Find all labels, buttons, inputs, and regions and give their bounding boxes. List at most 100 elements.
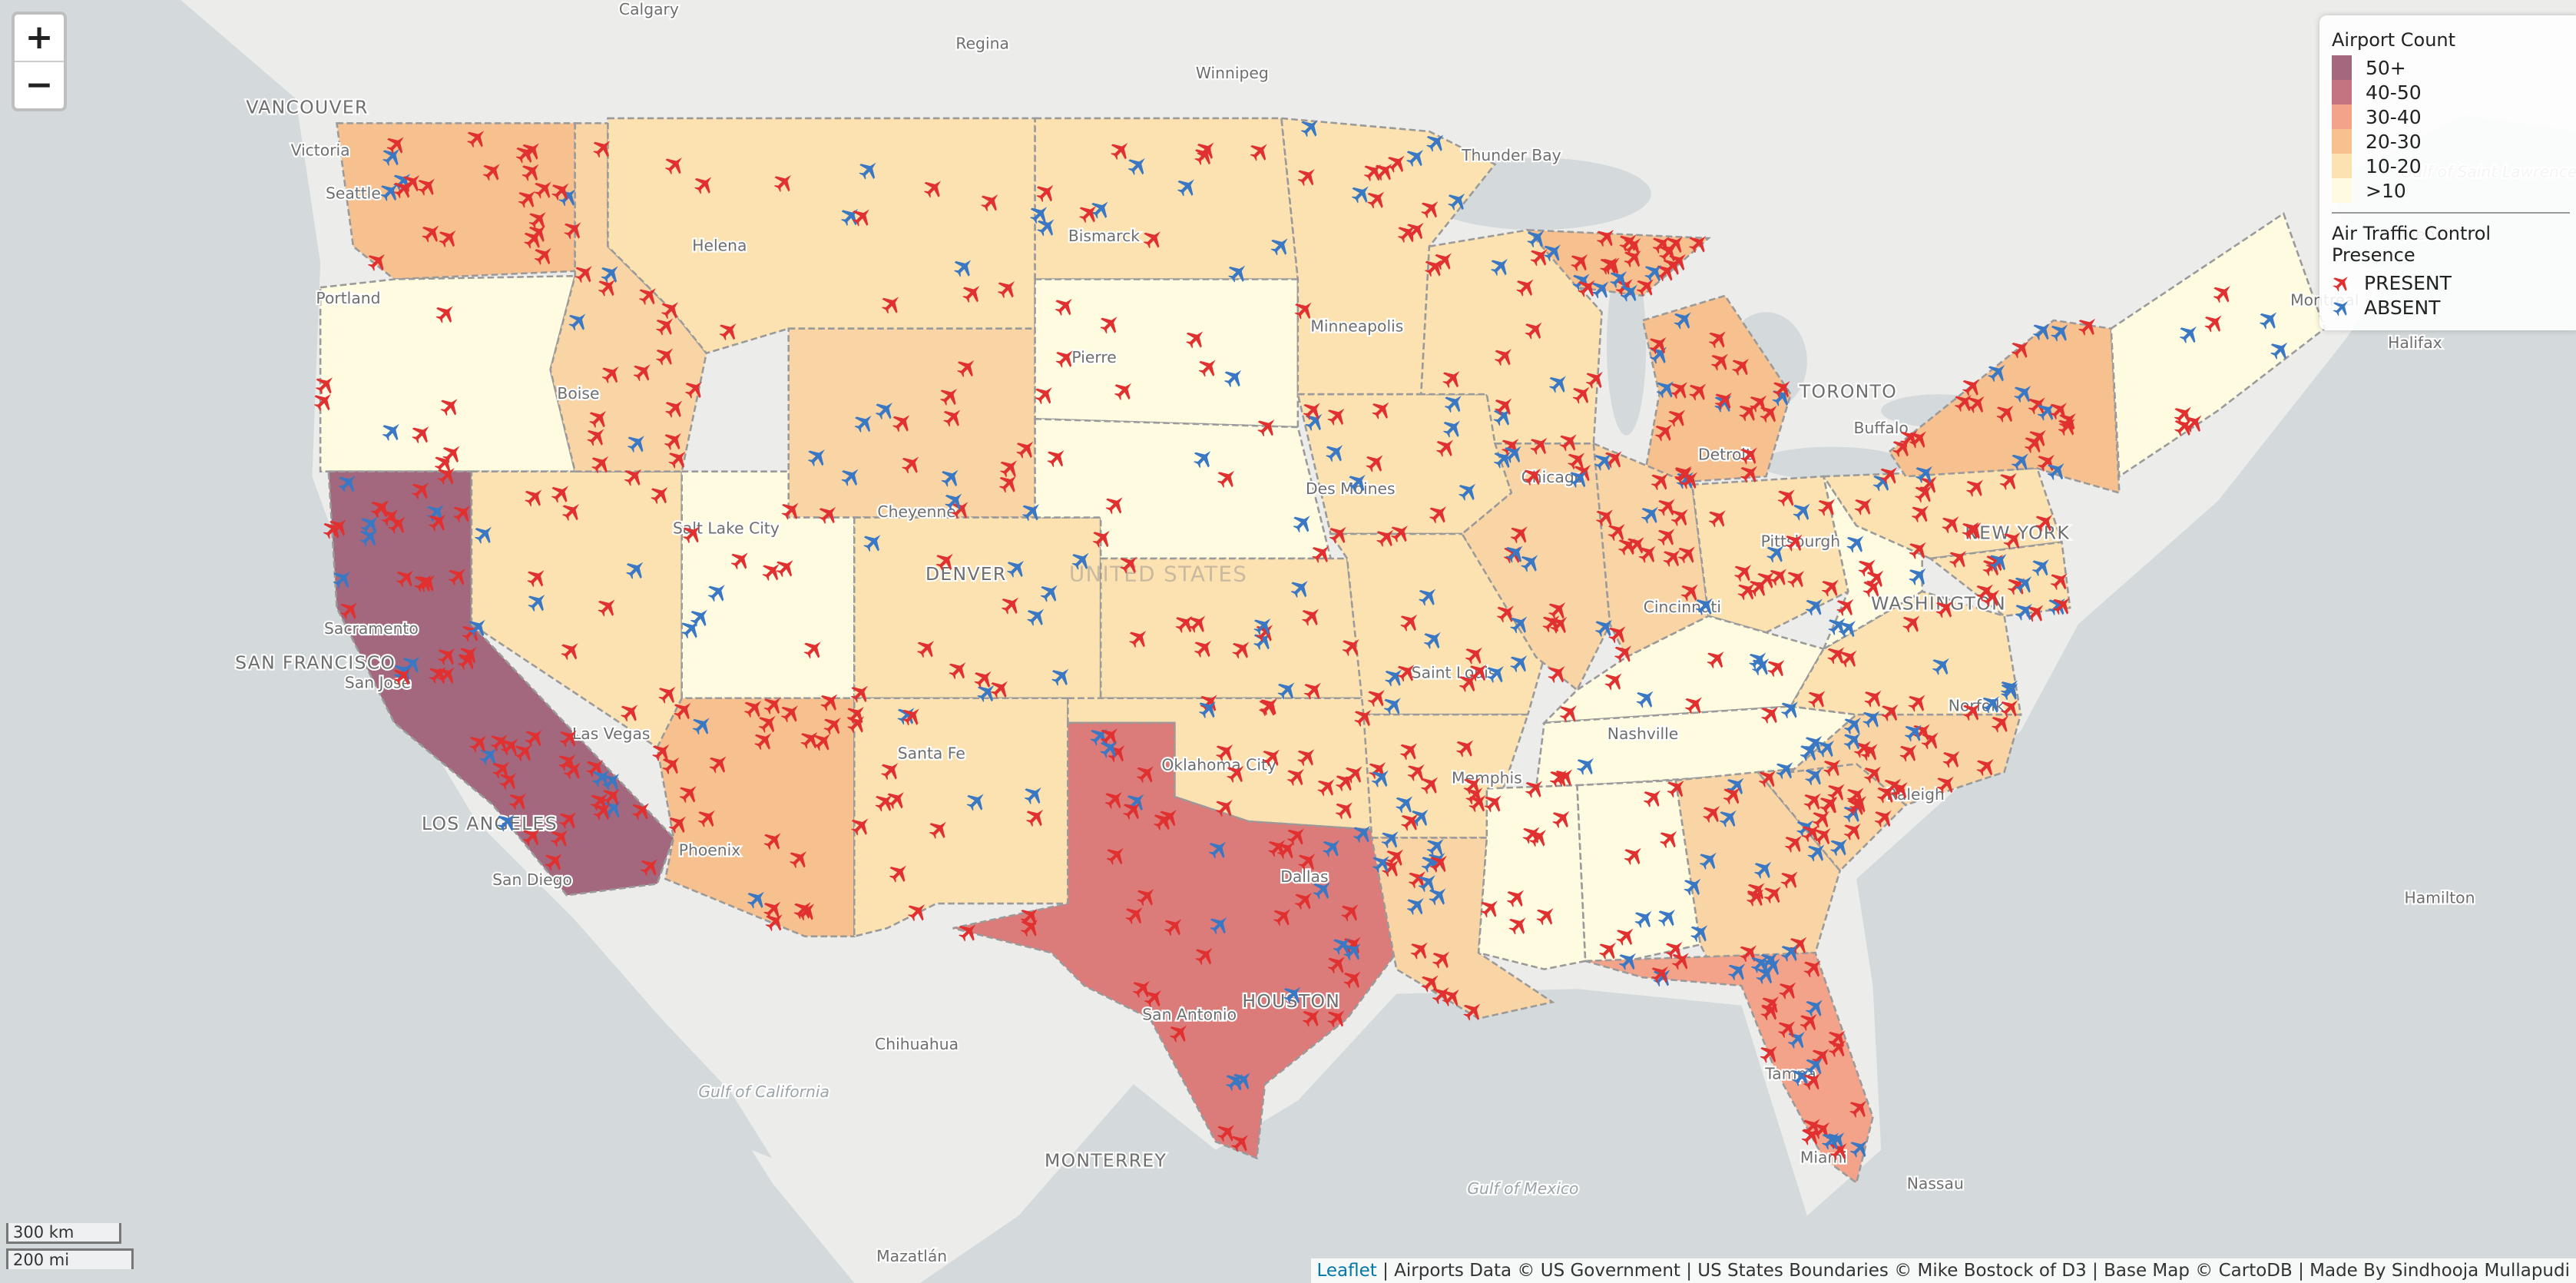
state[interactable]	[1541, 615, 1826, 724]
legend-item: 20-30	[2332, 129, 2570, 154]
state[interactable]	[607, 117, 1036, 355]
state[interactable]	[1584, 951, 1874, 1185]
place-label: MONTERREY	[1045, 1149, 1167, 1171]
pacific-ocean	[0, 0, 855, 1283]
zoom-in[interactable]: +	[25, 18, 54, 57]
place-label: Halifax	[2388, 333, 2442, 352]
place-label: Nashville	[1608, 724, 1679, 743]
place-label: Regina	[955, 35, 1009, 53]
place-label: DENVER	[925, 563, 1007, 585]
state[interactable]	[952, 721, 1398, 1160]
place-label: Phoenix	[679, 841, 741, 860]
state[interactable]	[1477, 784, 1587, 970]
place-label: Victoria	[291, 141, 350, 160]
gulf-of-california	[550, 920, 773, 1159]
place-label: Oklahoma City	[1161, 755, 1276, 774]
zoom-out[interactable]: −	[15, 61, 64, 108]
legend-swatch	[2332, 129, 2352, 154]
legend-item: 30-40	[2332, 104, 2570, 129]
legend-icon	[2332, 297, 2352, 317]
place-label: San Antonio	[1142, 1005, 1237, 1023]
place-label: Helena	[692, 237, 747, 255]
legend-swatch	[2332, 178, 2352, 203]
legend-label: 20-30	[2366, 130, 2422, 153]
legend-item: ABSENT	[2332, 295, 2570, 320]
place-label: VANCOUVER	[246, 97, 368, 118]
legend-atc: PRESENT ABSENT	[2332, 270, 2570, 320]
state[interactable]	[1789, 590, 2022, 716]
legend-swatch	[2332, 104, 2352, 129]
atlantic-ocean	[919, 131, 2576, 1283]
place-label: San Diego	[492, 870, 572, 889]
place-label: Detroit	[1698, 445, 1752, 463]
legend-label: 50+	[2366, 56, 2406, 79]
place-label: Cheyenne	[877, 502, 955, 521]
state[interactable]	[1888, 319, 2121, 495]
atc-title: Air Traffic Control Presence	[2332, 223, 2492, 266]
place-label: SAN FRANCISCO	[235, 651, 396, 673]
state[interactable]	[656, 697, 856, 938]
state[interactable]	[853, 516, 1102, 700]
place-label: Dallas	[1280, 867, 1328, 886]
legend-label: PRESENT	[2364, 271, 2452, 294]
place-label: NEW YORK	[1965, 522, 2070, 543]
legend-label: >10	[2366, 179, 2406, 202]
legend-divider	[2332, 212, 2570, 214]
legend-item: 40-50	[2332, 80, 2570, 104]
state[interactable]	[787, 327, 1036, 519]
lake-erie	[1757, 446, 1906, 480]
state[interactable]	[1034, 117, 1300, 280]
place-label: Buffalo	[1854, 419, 1909, 437]
place-label: Gulf of California	[698, 1082, 829, 1101]
plane-icon	[2332, 297, 2352, 317]
place-label: San Jose	[345, 674, 411, 692]
legend-label: 10-20	[2366, 154, 2422, 177]
state[interactable]	[319, 274, 577, 472]
place-label: Portland	[316, 289, 380, 307]
legend-item: PRESENT	[2332, 270, 2570, 295]
legend-label: 30-40	[2366, 105, 2422, 128]
place-label: Boise	[557, 384, 599, 403]
zoom-control: + −	[12, 12, 67, 111]
place-label: UNITED STATES	[1069, 561, 1247, 586]
legend-swatch	[2332, 55, 2352, 80]
place-label: Tampa	[1764, 1064, 1816, 1082]
state[interactable]	[1641, 294, 1792, 486]
place-labels: Calgary Regina Winnipeg VANCOUVER Victoria Se…	[233, 0, 2576, 1267]
place-label: Hamilton	[2404, 889, 2475, 907]
legend-label: 40-50	[2366, 81, 2422, 104]
place-label: Sacramento	[324, 619, 419, 638]
legend-label: ABSENT	[2364, 296, 2441, 319]
legend-swatch	[2332, 154, 2352, 178]
place-label: Salt Lake City	[673, 519, 780, 538]
place-label: Gulf of Mexico	[1467, 1179, 1578, 1198]
legend: Airport Count 50+ 40-50 30-40 20-30 10-20 >10…	[2319, 15, 2576, 330]
place-label: Calgary	[619, 0, 679, 18]
legend-icon	[2332, 273, 2352, 293]
place-label: TORONTO	[1799, 381, 1897, 403]
scale-km: 300 km	[6, 1223, 121, 1244]
place-label: Mazatlán	[876, 1247, 947, 1265]
place-label: Las Vegas	[572, 724, 650, 743]
place-label: Santa Fe	[898, 744, 965, 762]
legend-item: 10-20	[2332, 154, 2570, 178]
attribution: Leaflet | Airports Data © US Government …	[1310, 1258, 2576, 1283]
place-label: Winnipeg	[1196, 64, 1269, 82]
legend-swatch	[2332, 80, 2352, 104]
plane-icon	[2332, 273, 2352, 293]
place-label: Memphis	[1452, 769, 1522, 787]
state[interactable]	[1690, 475, 1849, 634]
place-label: Thunder Bay	[1461, 146, 1561, 164]
scale-mi: 200 mi	[6, 1248, 134, 1269]
leaflet-link[interactable]: Leaflet	[1316, 1261, 1377, 1281]
lake-michigan	[1606, 254, 1647, 436]
place-label: Bismarck	[1068, 227, 1140, 245]
place-label: Seattle	[326, 184, 381, 202]
state[interactable]	[1296, 393, 1513, 535]
place-label: Des Moines	[1306, 479, 1396, 498]
legend-item: >10	[2332, 178, 2570, 203]
legend-title: Airport Count	[2332, 29, 2456, 51]
legend-item: 50+	[2332, 55, 2570, 80]
place-label: Nassau	[1907, 1175, 1964, 1193]
